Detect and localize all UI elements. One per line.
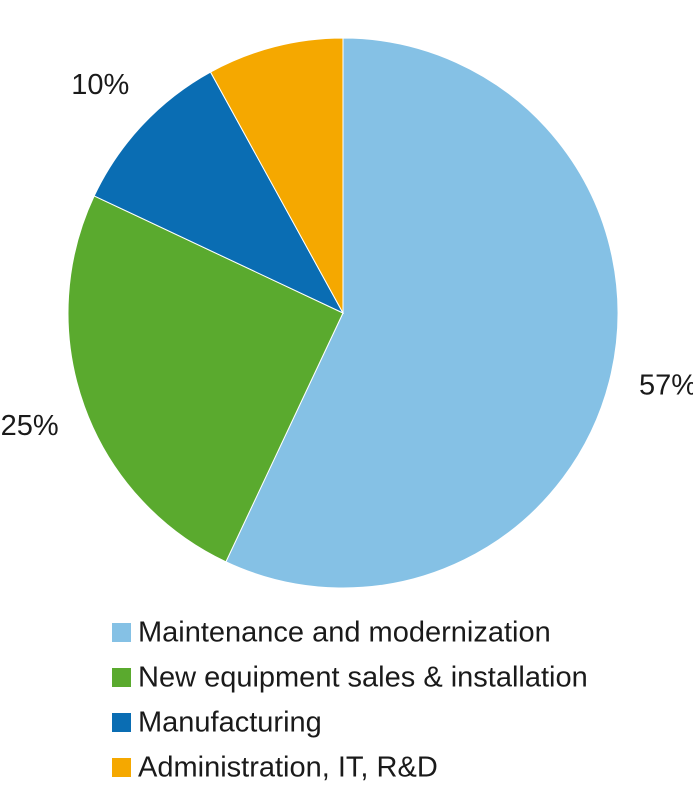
pie-slice-maintenance (225, 37, 619, 589)
data-label-administration: 8% (239, 0, 281, 6)
data-label-manufacturing: 10% (71, 69, 129, 101)
legend-label-manufacturing: Manufacturing (138, 707, 322, 739)
legend-swatch-manufacturing (112, 713, 131, 732)
legend-swatch-administration (112, 758, 131, 777)
legend-label-administration: Administration, IT, R&D (138, 752, 438, 784)
legend: Maintenance and modernization New equipme… (112, 617, 588, 784)
legend-label-new-equipment: New equipment sales & installation (138, 662, 588, 694)
pie-slice-manufacturing (93, 71, 345, 315)
data-label-maintenance: 57% (639, 370, 693, 402)
legend-label-maintenance: Maintenance and modernization (138, 617, 551, 649)
pie-slice-administration (209, 37, 344, 314)
pie-slices (67, 37, 619, 589)
pie-data-labels: 57% 25% 10% 8% (1, 0, 693, 442)
data-label-new-equipment: 25% (1, 410, 59, 442)
legend-swatch-new-equipment (112, 668, 131, 687)
pie-slice-new-equipment (67, 195, 344, 563)
legend-swatch-maintenance (112, 623, 131, 642)
